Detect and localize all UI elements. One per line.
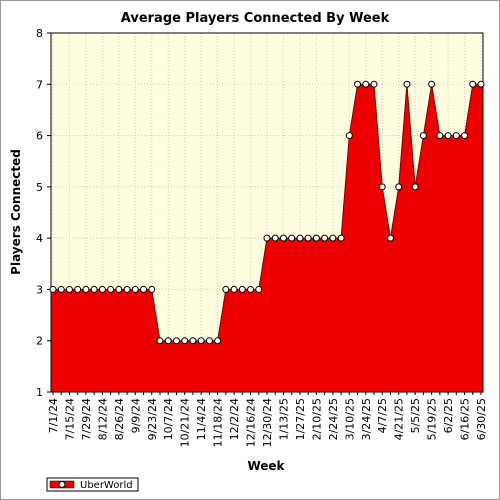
y-tick-labels: 1 2 3 4 5 6 7 8	[36, 27, 43, 399]
data-point-16	[181, 337, 189, 345]
data-point-22	[230, 285, 238, 293]
x-tick-label-11: 12/2/24	[228, 398, 241, 440]
x-tick-label-12: 12/16/24	[245, 398, 258, 447]
data-point-48	[444, 132, 452, 140]
data-point-28	[279, 234, 287, 242]
data-point-46	[428, 80, 436, 88]
x-tick-label-24: 6/2/25	[442, 398, 455, 433]
data-point-11	[140, 285, 148, 293]
data-point-10	[131, 285, 139, 293]
data-point-6	[98, 285, 106, 293]
data-point-18	[197, 337, 205, 345]
data-point-40	[378, 183, 386, 191]
x-tick-label-25: 6/16/25	[459, 398, 472, 440]
data-point-25	[255, 285, 263, 293]
data-point-47	[436, 132, 444, 140]
x-tick-label-21: 4/21/25	[393, 398, 406, 440]
data-point-21	[222, 285, 230, 293]
x-tick-label-10: 11/18/24	[212, 398, 225, 447]
y-tick-label-1: 2	[36, 335, 43, 348]
axes	[47, 32, 484, 395]
x-tick-label-19: 3/24/25	[360, 398, 373, 440]
data-point-42	[395, 183, 403, 191]
data-point-29	[288, 234, 296, 242]
x-tick-label-4: 8/26/24	[113, 398, 126, 440]
data-point-39	[370, 80, 378, 88]
data-point-0	[49, 285, 57, 293]
x-tick-label-16: 2/10/25	[310, 398, 323, 440]
x-tick-label-1: 7/15/24	[63, 398, 76, 440]
data-point-23	[238, 285, 246, 293]
x-tick-label-15: 1/27/25	[294, 398, 307, 440]
data-point-7	[107, 285, 115, 293]
y-tick-label-6: 7	[36, 78, 43, 91]
data-point-4	[82, 285, 90, 293]
x-tick-label-0: 7/1/24	[47, 398, 60, 433]
chart-title: Average Players Connected By Week	[121, 11, 390, 26]
x-tick-label-3: 8/12/24	[96, 398, 109, 440]
data-point-34	[329, 234, 337, 242]
y-tick-label-2: 3	[36, 283, 43, 296]
y-tick-label-5: 6	[36, 130, 43, 143]
data-point-38	[362, 80, 370, 88]
data-point-41	[386, 234, 394, 242]
legend-label: UberWorld	[80, 480, 133, 491]
x-tick-label-5: 9/9/24	[129, 398, 142, 433]
data-point-50	[461, 132, 469, 140]
data-point-30	[296, 234, 304, 242]
data-point-43	[403, 80, 411, 88]
data-point-20	[214, 337, 222, 345]
x-axis-label: Week	[247, 459, 285, 473]
data-point-9	[123, 285, 131, 293]
legend-marker	[58, 481, 66, 488]
data-point-45	[419, 132, 427, 140]
x-tick-label-26: 6/30/25	[475, 398, 488, 440]
data-point-26	[263, 234, 271, 242]
data-point-27	[271, 234, 279, 242]
data-point-13	[156, 337, 164, 345]
data-point-17	[189, 337, 197, 345]
data-point-3	[74, 285, 82, 293]
x-tick-label-6: 9/23/24	[146, 398, 159, 440]
data-point-2	[65, 285, 73, 293]
data-point-12	[148, 285, 156, 293]
data-point-33	[321, 234, 329, 242]
legend: UberWorld	[46, 477, 139, 492]
x-tick-label-23: 5/19/25	[426, 398, 439, 440]
x-tick-label-13: 12/30/24	[261, 398, 274, 447]
x-tick-label-18: 3/10/25	[343, 398, 356, 440]
data-point-14	[164, 337, 172, 345]
y-tick-label-4: 5	[36, 181, 43, 194]
x-tick-label-20: 4/7/25	[376, 398, 389, 433]
data-point-8	[115, 285, 123, 293]
data-point-1	[57, 285, 65, 293]
y-tick-label-7: 8	[36, 27, 43, 40]
data-point-36	[345, 132, 353, 140]
data-point-19	[205, 337, 213, 345]
data-point-37	[354, 80, 362, 88]
data-point-15	[172, 337, 180, 345]
y-tick-label-0: 1	[36, 386, 43, 399]
data-point-24	[247, 285, 255, 293]
x-tick-label-7: 10/7/24	[162, 398, 175, 440]
x-tick-label-22: 5/5/25	[409, 398, 422, 433]
x-tick-label-9: 11/4/24	[195, 398, 208, 440]
data-point-52	[477, 80, 485, 88]
data-point-31	[304, 234, 312, 242]
data-point-32	[312, 234, 320, 242]
series-markers	[49, 80, 485, 345]
data-point-51	[469, 80, 477, 88]
x-tick-label-17: 2/24/25	[327, 398, 340, 440]
x-tick-label-2: 7/29/24	[80, 398, 93, 440]
data-point-5	[90, 285, 98, 293]
y-tick-label-3: 4	[36, 232, 43, 245]
data-point-35	[337, 234, 345, 242]
x-tick-label-8: 10/21/24	[179, 398, 192, 447]
y-axis-label: Players Connected	[9, 149, 23, 275]
x-tick-label-14: 1/13/25	[277, 398, 290, 440]
x-tick-labels: 7/1/24 7/15/24 7/29/24 8/12/24 8/26/24 9/9/24…	[47, 398, 488, 447]
data-point-44	[411, 183, 419, 191]
data-point-49	[452, 132, 460, 140]
